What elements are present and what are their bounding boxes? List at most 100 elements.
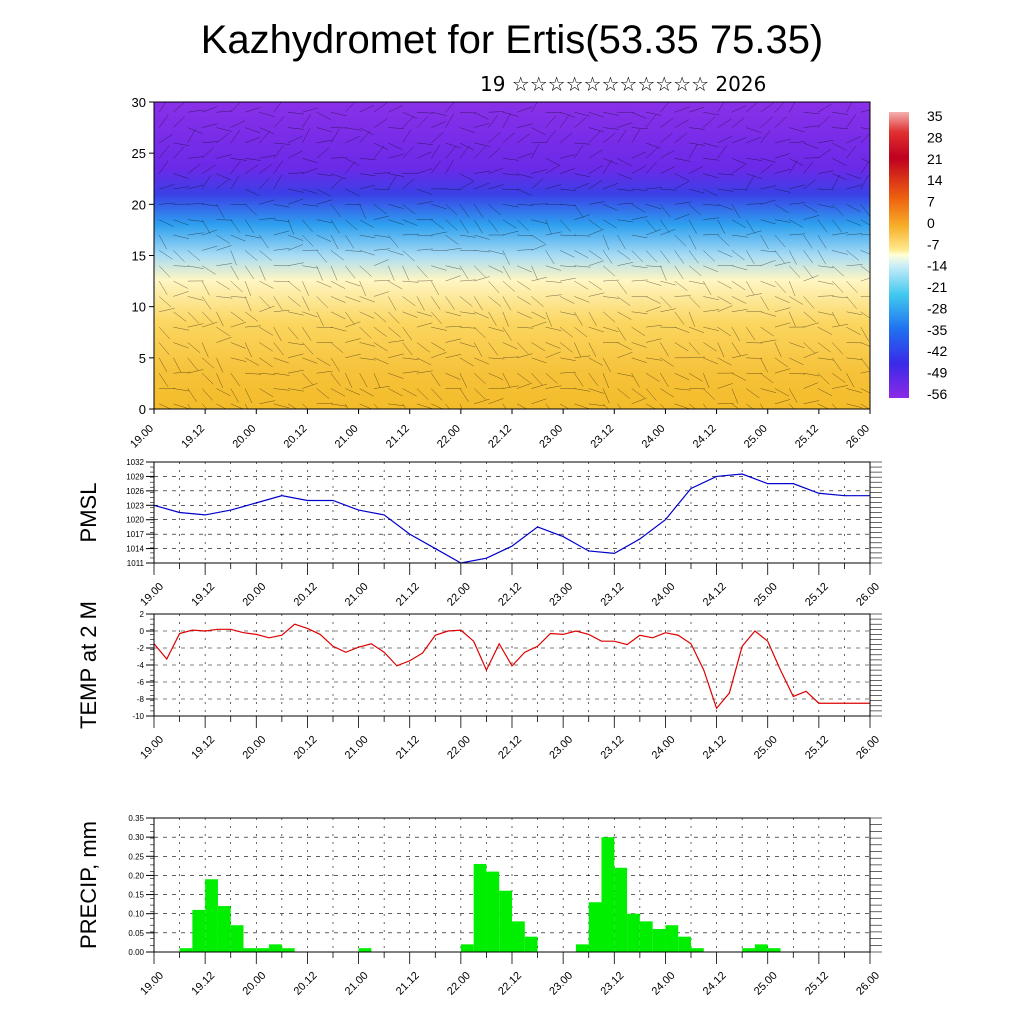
wind-barb — [474, 250, 491, 253]
chart-title: Kazhydromet for Ertis(53.35 75.35) — [200, 18, 824, 62]
wind-barb — [158, 134, 173, 144]
wind-barb — [230, 342, 246, 349]
wind-barb — [660, 280, 676, 286]
wind-barb — [631, 311, 648, 315]
wind-barb — [216, 178, 230, 190]
wind-barb — [717, 357, 732, 366]
wind-barb — [531, 342, 546, 352]
wind-barb — [703, 309, 720, 313]
wind-barb — [574, 111, 590, 117]
wind-barb — [158, 250, 173, 260]
wind-barb — [660, 188, 677, 191]
wind-barb — [617, 262, 634, 266]
wind-barb — [216, 263, 233, 266]
wind-barb — [674, 250, 684, 264]
precip-bar — [767, 948, 781, 952]
wind-barb — [803, 275, 819, 282]
wind-barb — [416, 265, 428, 278]
colorbar-label: 0 — [927, 215, 935, 231]
wind-barb — [717, 296, 732, 305]
wind-barb — [345, 338, 361, 343]
wind-barb — [731, 265, 748, 271]
wind-barb — [774, 250, 785, 264]
wind-barb — [445, 265, 462, 270]
wind-barb — [173, 371, 190, 374]
wind-barb — [316, 112, 331, 120]
x-tick-label: 25.00 — [752, 970, 780, 998]
wind-barb — [517, 123, 533, 128]
x-tick-label: 25.12 — [793, 423, 821, 451]
wind-barb — [445, 325, 462, 328]
wind-barb — [244, 219, 255, 234]
wind-barb — [431, 352, 447, 359]
wind-barb — [273, 115, 285, 128]
wind-barb — [287, 234, 304, 241]
wind-barb — [831, 403, 838, 409]
wind-barb — [760, 158, 777, 163]
wind-barb — [201, 280, 210, 296]
precip-bar — [243, 948, 257, 952]
wind-barb — [388, 372, 404, 379]
wind-barb — [388, 296, 397, 311]
wind-barb — [287, 172, 304, 174]
wind-barb — [159, 184, 175, 190]
wind-barb — [846, 173, 862, 180]
wind-barb — [660, 342, 669, 357]
wind-barb — [516, 133, 531, 144]
wind-barb — [703, 233, 720, 236]
wind-barb — [216, 388, 231, 397]
wind-barb — [545, 372, 558, 384]
wind-barb — [703, 250, 716, 262]
wind-barb — [703, 388, 715, 400]
wind-barb — [860, 403, 870, 409]
wind-barb — [359, 234, 376, 239]
wind-barb — [287, 388, 304, 392]
wind-barb — [760, 388, 777, 393]
wind-barb — [674, 388, 691, 391]
wind-barb — [330, 311, 346, 320]
wind-barb — [445, 142, 461, 149]
wind-barb — [631, 188, 648, 191]
wind-barb — [731, 250, 745, 261]
wind-barb — [402, 233, 419, 236]
wind-barb — [359, 204, 367, 220]
wind-barb — [531, 265, 539, 281]
wind-barb — [531, 276, 548, 282]
wind-barb — [846, 264, 863, 266]
wind-barb — [402, 116, 415, 128]
wind-barb — [402, 296, 416, 307]
wind-barb — [574, 280, 589, 290]
wind-barb — [803, 250, 814, 264]
wind-barb — [359, 373, 368, 388]
wind-barb — [431, 326, 447, 331]
wind-barb — [717, 136, 733, 144]
x-tick-label: 21.12 — [394, 581, 422, 609]
wind-barb — [287, 111, 304, 115]
wind-barb — [259, 155, 276, 159]
wind-barb — [173, 291, 189, 297]
wind-barb — [774, 261, 791, 266]
wind-barb — [230, 357, 247, 362]
wind-barb — [488, 250, 505, 255]
wind-barb — [731, 296, 747, 304]
x-tick-label: 19.00 — [138, 581, 166, 609]
wind-barb — [473, 342, 483, 357]
wind-barb — [502, 296, 512, 311]
wind-barb — [202, 245, 218, 251]
wind-barb — [817, 388, 833, 397]
wind-barb — [817, 342, 831, 353]
precip-bar — [601, 837, 615, 952]
y-tick-label: -2 — [137, 644, 145, 653]
wind-barb — [717, 173, 734, 176]
wind-barb — [445, 372, 461, 380]
wind-barb — [259, 111, 275, 117]
wind-barb — [402, 342, 413, 356]
wind-barb — [158, 160, 169, 174]
wind-barb — [860, 265, 870, 274]
wind-barb — [359, 403, 373, 409]
wind-barb — [187, 202, 204, 205]
wind-barb — [287, 198, 304, 205]
wind-barb — [430, 296, 441, 310]
wind-barb — [416, 188, 433, 195]
wind-barb — [373, 102, 387, 113]
